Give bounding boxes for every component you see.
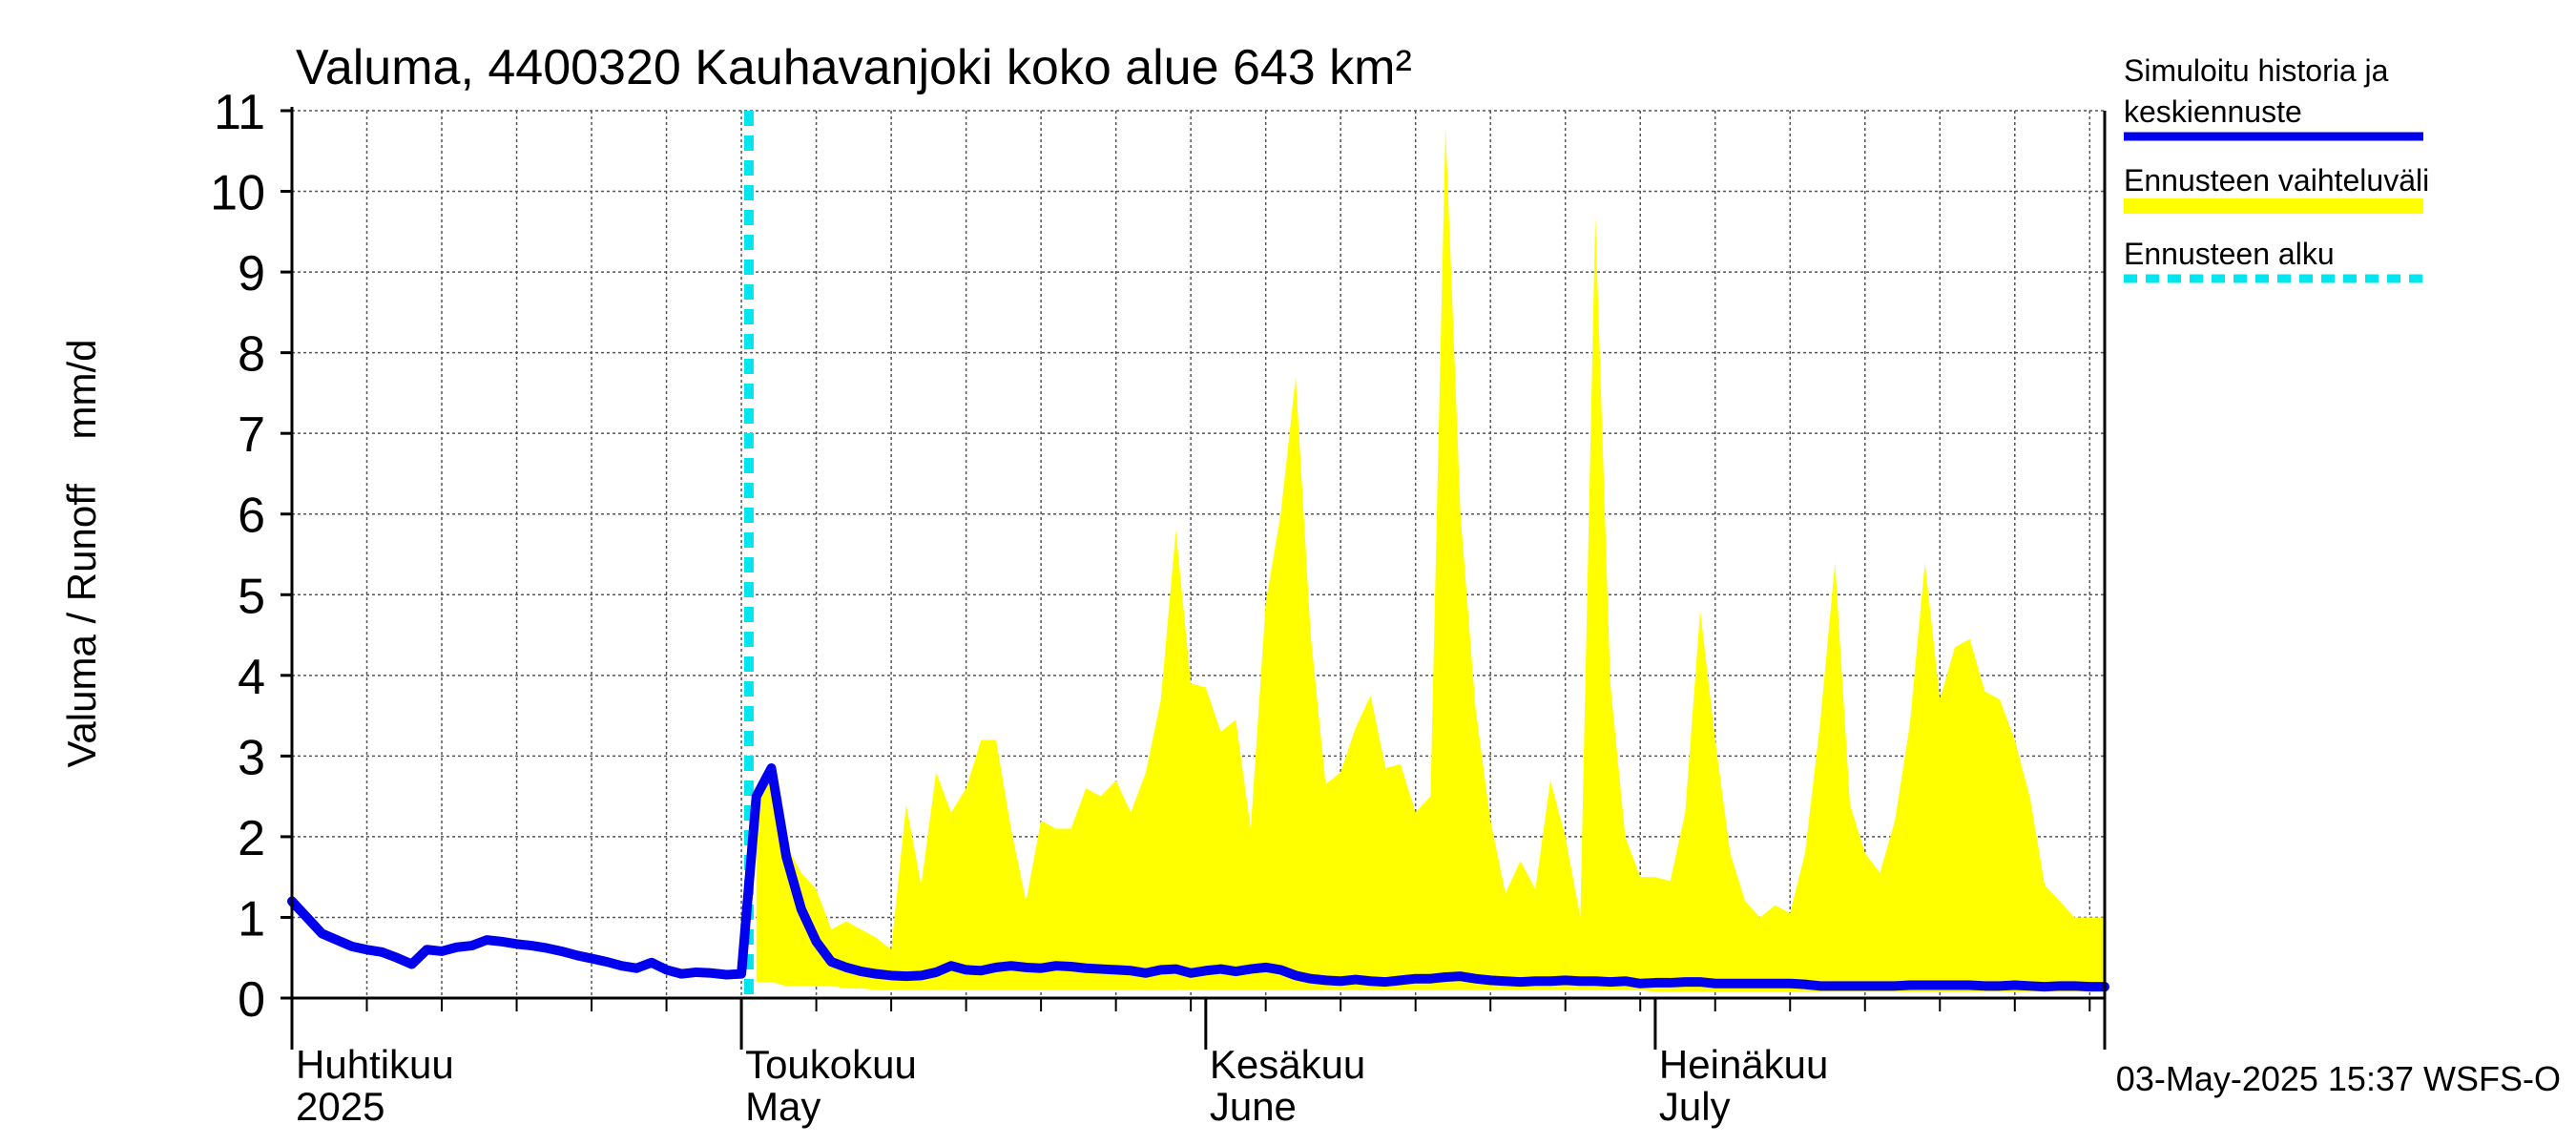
legend-label-forecast-start: Ennusteen alku <box>2124 237 2335 271</box>
x-month-label-en: July <box>1659 1084 1731 1129</box>
y-tick-label: 5 <box>238 569 265 624</box>
x-month-label-en: May <box>745 1084 821 1129</box>
timestamp-footer: 03-May-2025 15:37 WSFS-O <box>2116 1059 2561 1098</box>
y-tick-label: 2 <box>238 811 265 866</box>
x-month-label-fi: Toukokuu <box>745 1042 917 1087</box>
legend-label-range: Ennusteen vaihteluväli <box>2124 163 2429 198</box>
y-tick-label: 0 <box>238 972 265 1028</box>
x-month-label-en: June <box>1210 1084 1297 1129</box>
y-tick-label: 6 <box>238 489 265 544</box>
y-tick-label: 8 <box>238 327 265 383</box>
y-tick-label: 11 <box>214 85 265 140</box>
chart-title: Valuma, 4400320 Kauhavanjoki koko alue 6… <box>296 40 1412 95</box>
x-month-label-fi: Huhtikuu <box>296 1042 454 1087</box>
legend-label-simulated-line2: keskiennuste <box>2124 94 2302 129</box>
simulated-runoff-line <box>287 763 2109 992</box>
y-tick-label: 9 <box>238 246 265 302</box>
x-month-label-en: 2025 <box>296 1084 384 1129</box>
y-tick-labels: 0 1 2 3 4 5 6 7 8 9 10 11 <box>210 85 265 1028</box>
y-tick-label: 4 <box>238 650 265 705</box>
axes <box>280 107 2107 1050</box>
x-month-label-fi: Kesäkuu <box>1210 1042 1365 1087</box>
forecast-range-band <box>756 126 2105 992</box>
y-tick-label: 3 <box>238 730 265 785</box>
data-series <box>287 111 2109 998</box>
legend-label-simulated-line1: Simuloitu historia ja <box>2124 53 2389 88</box>
x-month-label-fi: Heinäkuu <box>1659 1042 1828 1087</box>
y-tick-label: 7 <box>238 407 265 463</box>
y-axis-label: Valuma / Runoff mm/d <box>59 340 104 768</box>
legend: Simuloitu historia ja keskiennuste Ennus… <box>2124 53 2429 283</box>
y-tick-label: 1 <box>238 891 265 947</box>
forecast-range-area <box>756 126 2105 992</box>
y-tick-label: 10 <box>210 166 265 221</box>
